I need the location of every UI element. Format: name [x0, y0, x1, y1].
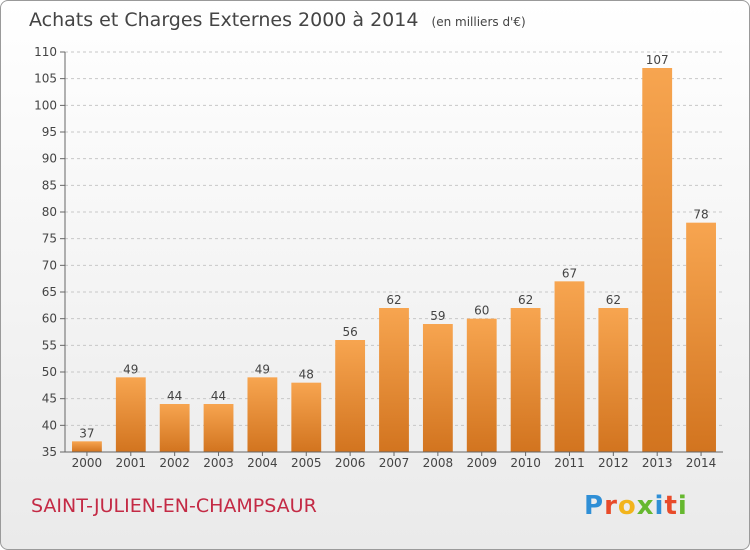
y-tick-label: 110 — [34, 45, 57, 59]
x-tick-label: 2000 — [72, 456, 103, 470]
logo-letter: t — [664, 491, 678, 521]
data-label: 78 — [693, 208, 708, 222]
data-label: 44 — [167, 389, 182, 403]
x-tick-label: 2002 — [159, 456, 190, 470]
town-name: SAINT-JULIEN-EN-CHAMPSAUR — [31, 495, 317, 517]
bar — [159, 404, 190, 452]
y-tick-label: 65 — [42, 285, 57, 299]
y-tick-label: 75 — [42, 232, 57, 246]
data-label: 59 — [430, 309, 445, 323]
x-tick-label: 2007 — [379, 456, 410, 470]
x-tick-label: 2005 — [291, 456, 322, 470]
logo-letter: o — [617, 491, 637, 521]
logo-letter: P — [584, 491, 605, 521]
axes: 35 40 45 50 55 60 65 70 75 80 85 90 95 100 105 110 2000 2… — [34, 45, 723, 470]
y-tick-label: 45 — [42, 392, 57, 406]
bar — [247, 377, 278, 452]
x-tick-label: 2011 — [554, 456, 585, 470]
x-tick-label: 2010 — [510, 456, 541, 470]
x-tick-label: 2008 — [423, 456, 454, 470]
bar — [642, 68, 673, 452]
y-tick-label: 85 — [42, 178, 57, 192]
bar — [335, 340, 366, 452]
y-tick-label: 40 — [42, 418, 57, 432]
y-tick-label: 105 — [34, 72, 57, 86]
data-label: 49 — [123, 362, 138, 376]
data-label: 62 — [606, 293, 621, 307]
logo-letter: r — [604, 491, 618, 521]
x-tick-label: 2003 — [203, 456, 234, 470]
data-labels: 37 49 44 44 49 48 56 62 59 60 62 67 62 107 78 — [79, 53, 708, 440]
bar — [291, 382, 322, 452]
bar — [422, 324, 453, 452]
y-tick-label: 90 — [42, 152, 57, 166]
y-tick-label: 55 — [42, 338, 57, 352]
x-tick-label: 2013 — [642, 456, 673, 470]
chart-title: Achats et Charges Externes 2000 à 2014 — [29, 9, 419, 31]
chart-subtitle: (en milliers d'€) — [431, 15, 526, 29]
bar — [379, 308, 409, 452]
y-tick-label: 70 — [42, 258, 57, 272]
bar — [72, 441, 102, 452]
x-tick-label: 2014 — [686, 456, 717, 470]
bar — [686, 222, 716, 452]
data-label: 56 — [342, 325, 357, 339]
data-label: 67 — [562, 266, 577, 280]
y-tick-label: 100 — [34, 98, 57, 112]
bar — [203, 404, 234, 452]
x-tick-label: 2012 — [598, 456, 629, 470]
data-label: 49 — [255, 362, 270, 376]
x-tick-label: 2001 — [116, 456, 147, 470]
data-label: 107 — [646, 53, 669, 67]
bar — [115, 377, 146, 452]
x-tick-label: 2009 — [466, 456, 497, 470]
bar — [554, 281, 585, 452]
bar — [510, 308, 541, 452]
y-tick-label: 35 — [42, 445, 57, 459]
data-label: 62 — [518, 293, 533, 307]
y-tick-label: 60 — [42, 312, 57, 326]
x-tick-label: 2006 — [335, 456, 366, 470]
logo-letter: i — [654, 491, 665, 521]
x-tick-label: 2004 — [247, 456, 278, 470]
data-label: 37 — [79, 426, 94, 440]
bars — [72, 68, 716, 452]
data-label: 62 — [386, 293, 401, 307]
proxiti-logo: Proxiti — [584, 491, 688, 521]
logo-letter: x — [636, 491, 655, 521]
bar — [466, 318, 497, 452]
data-label: 48 — [299, 368, 314, 382]
data-label: 60 — [474, 304, 489, 318]
bar — [598, 308, 629, 452]
y-tick-label: 50 — [42, 365, 57, 379]
data-label: 44 — [211, 389, 226, 403]
y-tick-label: 80 — [42, 205, 57, 219]
y-tick-label: 95 — [42, 125, 57, 139]
logo-letter: i — [677, 491, 688, 521]
title-row: Achats et Charges Externes 2000 à 2014 (… — [29, 9, 526, 31]
